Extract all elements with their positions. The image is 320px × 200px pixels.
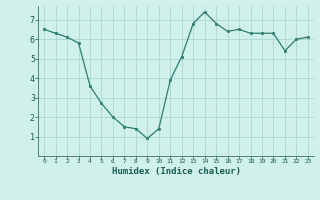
X-axis label: Humidex (Indice chaleur): Humidex (Indice chaleur) (111, 167, 241, 176)
